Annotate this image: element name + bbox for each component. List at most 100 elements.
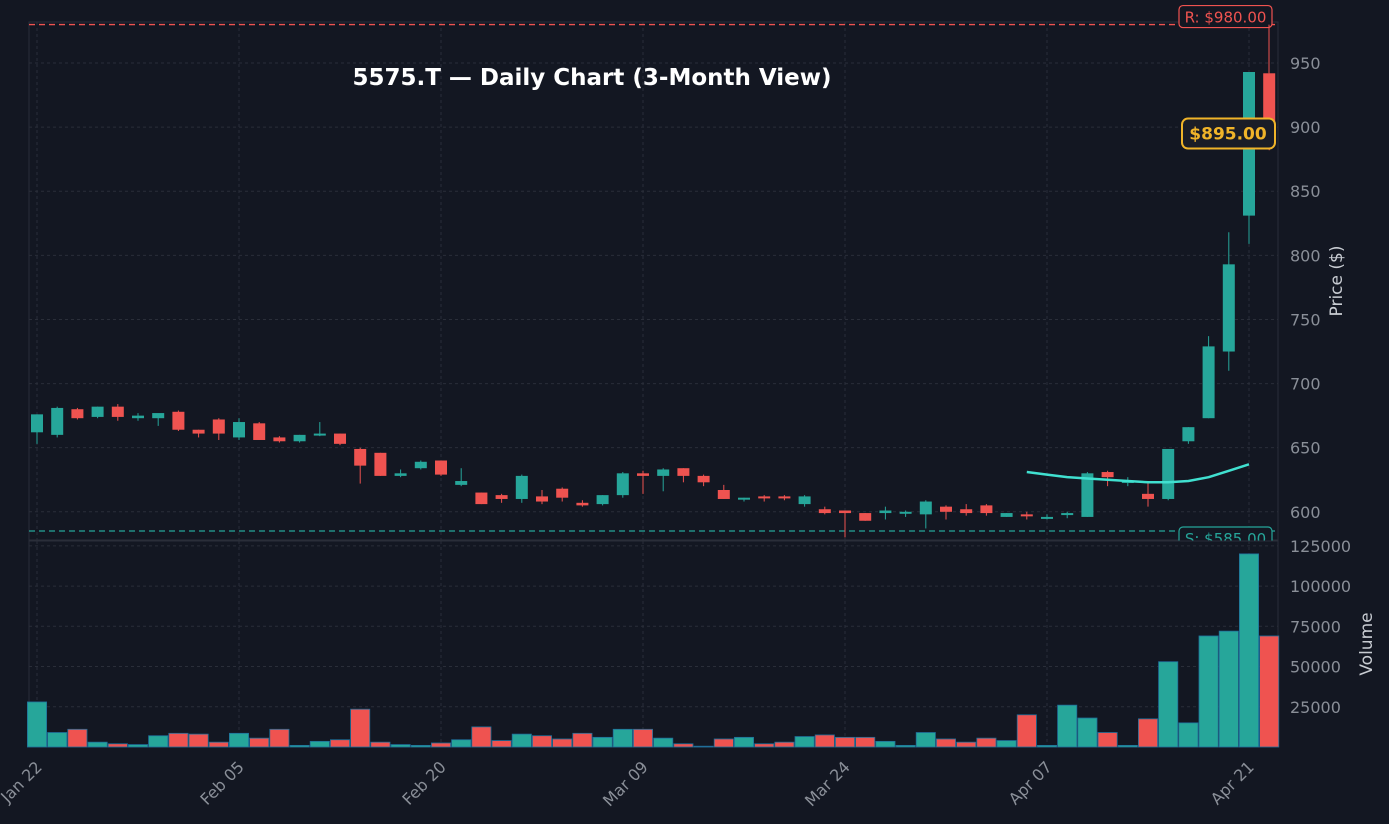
volume-bar bbox=[1259, 635, 1280, 748]
volume-bar bbox=[269, 728, 290, 748]
candle-body bbox=[192, 429, 205, 434]
candle bbox=[212, 418, 225, 440]
volume-bar bbox=[26, 701, 48, 748]
candle-body bbox=[31, 414, 43, 433]
candle-body bbox=[738, 497, 750, 500]
volume-bar bbox=[370, 741, 391, 748]
volume-bar bbox=[1138, 718, 1159, 748]
candle bbox=[758, 495, 771, 502]
current-price-box bbox=[1181, 117, 1276, 150]
candle-body bbox=[1000, 513, 1013, 517]
volume-bar bbox=[572, 732, 593, 748]
volume-bar bbox=[87, 741, 108, 748]
volume-bar bbox=[713, 738, 734, 748]
candle bbox=[677, 468, 690, 483]
candle-body bbox=[576, 502, 589, 506]
volume-bar bbox=[67, 728, 88, 748]
price-tick-label: 700 bbox=[1290, 375, 1321, 394]
candle bbox=[293, 434, 306, 443]
candle-body bbox=[293, 434, 306, 442]
candle bbox=[536, 489, 548, 505]
candle bbox=[394, 469, 407, 478]
volume-bar bbox=[612, 728, 633, 748]
candle-body bbox=[313, 433, 326, 436]
level-lines bbox=[29, 23, 1278, 532]
price-axis-label: Price ($) bbox=[1327, 246, 1347, 317]
candle-body bbox=[354, 448, 367, 466]
candle bbox=[1061, 511, 1074, 519]
volume-bar bbox=[107, 743, 128, 748]
candle bbox=[778, 495, 791, 501]
candle-body bbox=[677, 468, 690, 476]
candle bbox=[616, 472, 629, 498]
candle bbox=[132, 413, 144, 421]
price-tick-label: 950 bbox=[1290, 54, 1321, 73]
volume-tick-label: 100000 bbox=[1290, 577, 1351, 596]
candle bbox=[1202, 336, 1215, 419]
candle-body bbox=[172, 411, 185, 430]
candle-body bbox=[536, 496, 548, 502]
candle bbox=[51, 406, 64, 438]
candle-body bbox=[475, 492, 488, 505]
volume-bar bbox=[976, 737, 997, 748]
resistance-label-box bbox=[1178, 4, 1273, 29]
candle-body bbox=[1182, 427, 1195, 442]
price-tick-label: 600 bbox=[1290, 503, 1321, 522]
volume-bar bbox=[390, 744, 411, 748]
chart-title: 5575.T — Daily Chart (3-Month View) bbox=[352, 65, 831, 91]
volume-bar bbox=[754, 743, 775, 748]
volume-bar bbox=[471, 726, 492, 748]
volume-bar bbox=[1158, 661, 1179, 748]
candle bbox=[1162, 448, 1175, 501]
candle-body bbox=[1081, 473, 1094, 517]
candle-body bbox=[637, 473, 649, 476]
candle bbox=[233, 418, 245, 440]
candle-body bbox=[233, 422, 245, 438]
candle-body bbox=[1101, 472, 1114, 478]
volume-bar bbox=[289, 744, 310, 748]
candle-body bbox=[1142, 493, 1154, 499]
volume-bar bbox=[734, 736, 755, 748]
volume-bar bbox=[693, 745, 714, 748]
volume-bar bbox=[249, 737, 270, 748]
candle-body bbox=[596, 495, 609, 505]
candle-body bbox=[374, 452, 387, 476]
volume-tick-label: 75000 bbox=[1290, 617, 1341, 636]
volume-bars bbox=[26, 553, 1280, 748]
volume-bar bbox=[673, 743, 694, 748]
candle-body bbox=[839, 510, 851, 514]
candle-body bbox=[51, 407, 64, 435]
volume-bar bbox=[1077, 717, 1098, 748]
price-tick-label: 750 bbox=[1290, 310, 1321, 329]
candle-body bbox=[273, 437, 286, 442]
candle-body bbox=[435, 460, 447, 475]
candle bbox=[1041, 514, 1053, 520]
volume-bar bbox=[653, 737, 674, 748]
resistance-label: R: $980.00 bbox=[1185, 9, 1267, 27]
candle bbox=[717, 484, 730, 499]
candle-body bbox=[111, 406, 124, 417]
candle-body bbox=[798, 496, 811, 505]
volume-bar bbox=[835, 736, 856, 748]
candle bbox=[273, 436, 286, 443]
candle-body bbox=[132, 415, 144, 419]
candle bbox=[192, 429, 205, 438]
candle-body bbox=[616, 473, 629, 496]
candle bbox=[152, 413, 165, 426]
volume-tick-label: 50000 bbox=[1290, 658, 1341, 677]
volume-bar bbox=[410, 744, 431, 748]
price-tick-label: 800 bbox=[1290, 246, 1321, 265]
volume-bar bbox=[168, 732, 189, 748]
candle-body bbox=[899, 511, 912, 514]
volume-bar bbox=[1198, 635, 1219, 748]
volume-axis-ticks: 25000 50000 75000 100000 125000 bbox=[1290, 537, 1351, 717]
candle-body bbox=[717, 489, 730, 499]
candle-body bbox=[414, 461, 427, 469]
candle bbox=[738, 497, 750, 502]
volume-axis-label: Volume bbox=[1357, 612, 1377, 675]
candle-body bbox=[91, 406, 104, 417]
candle-body bbox=[940, 506, 952, 512]
candle bbox=[980, 504, 993, 516]
volume-bar bbox=[309, 740, 330, 748]
price-panel bbox=[28, 21, 1279, 541]
